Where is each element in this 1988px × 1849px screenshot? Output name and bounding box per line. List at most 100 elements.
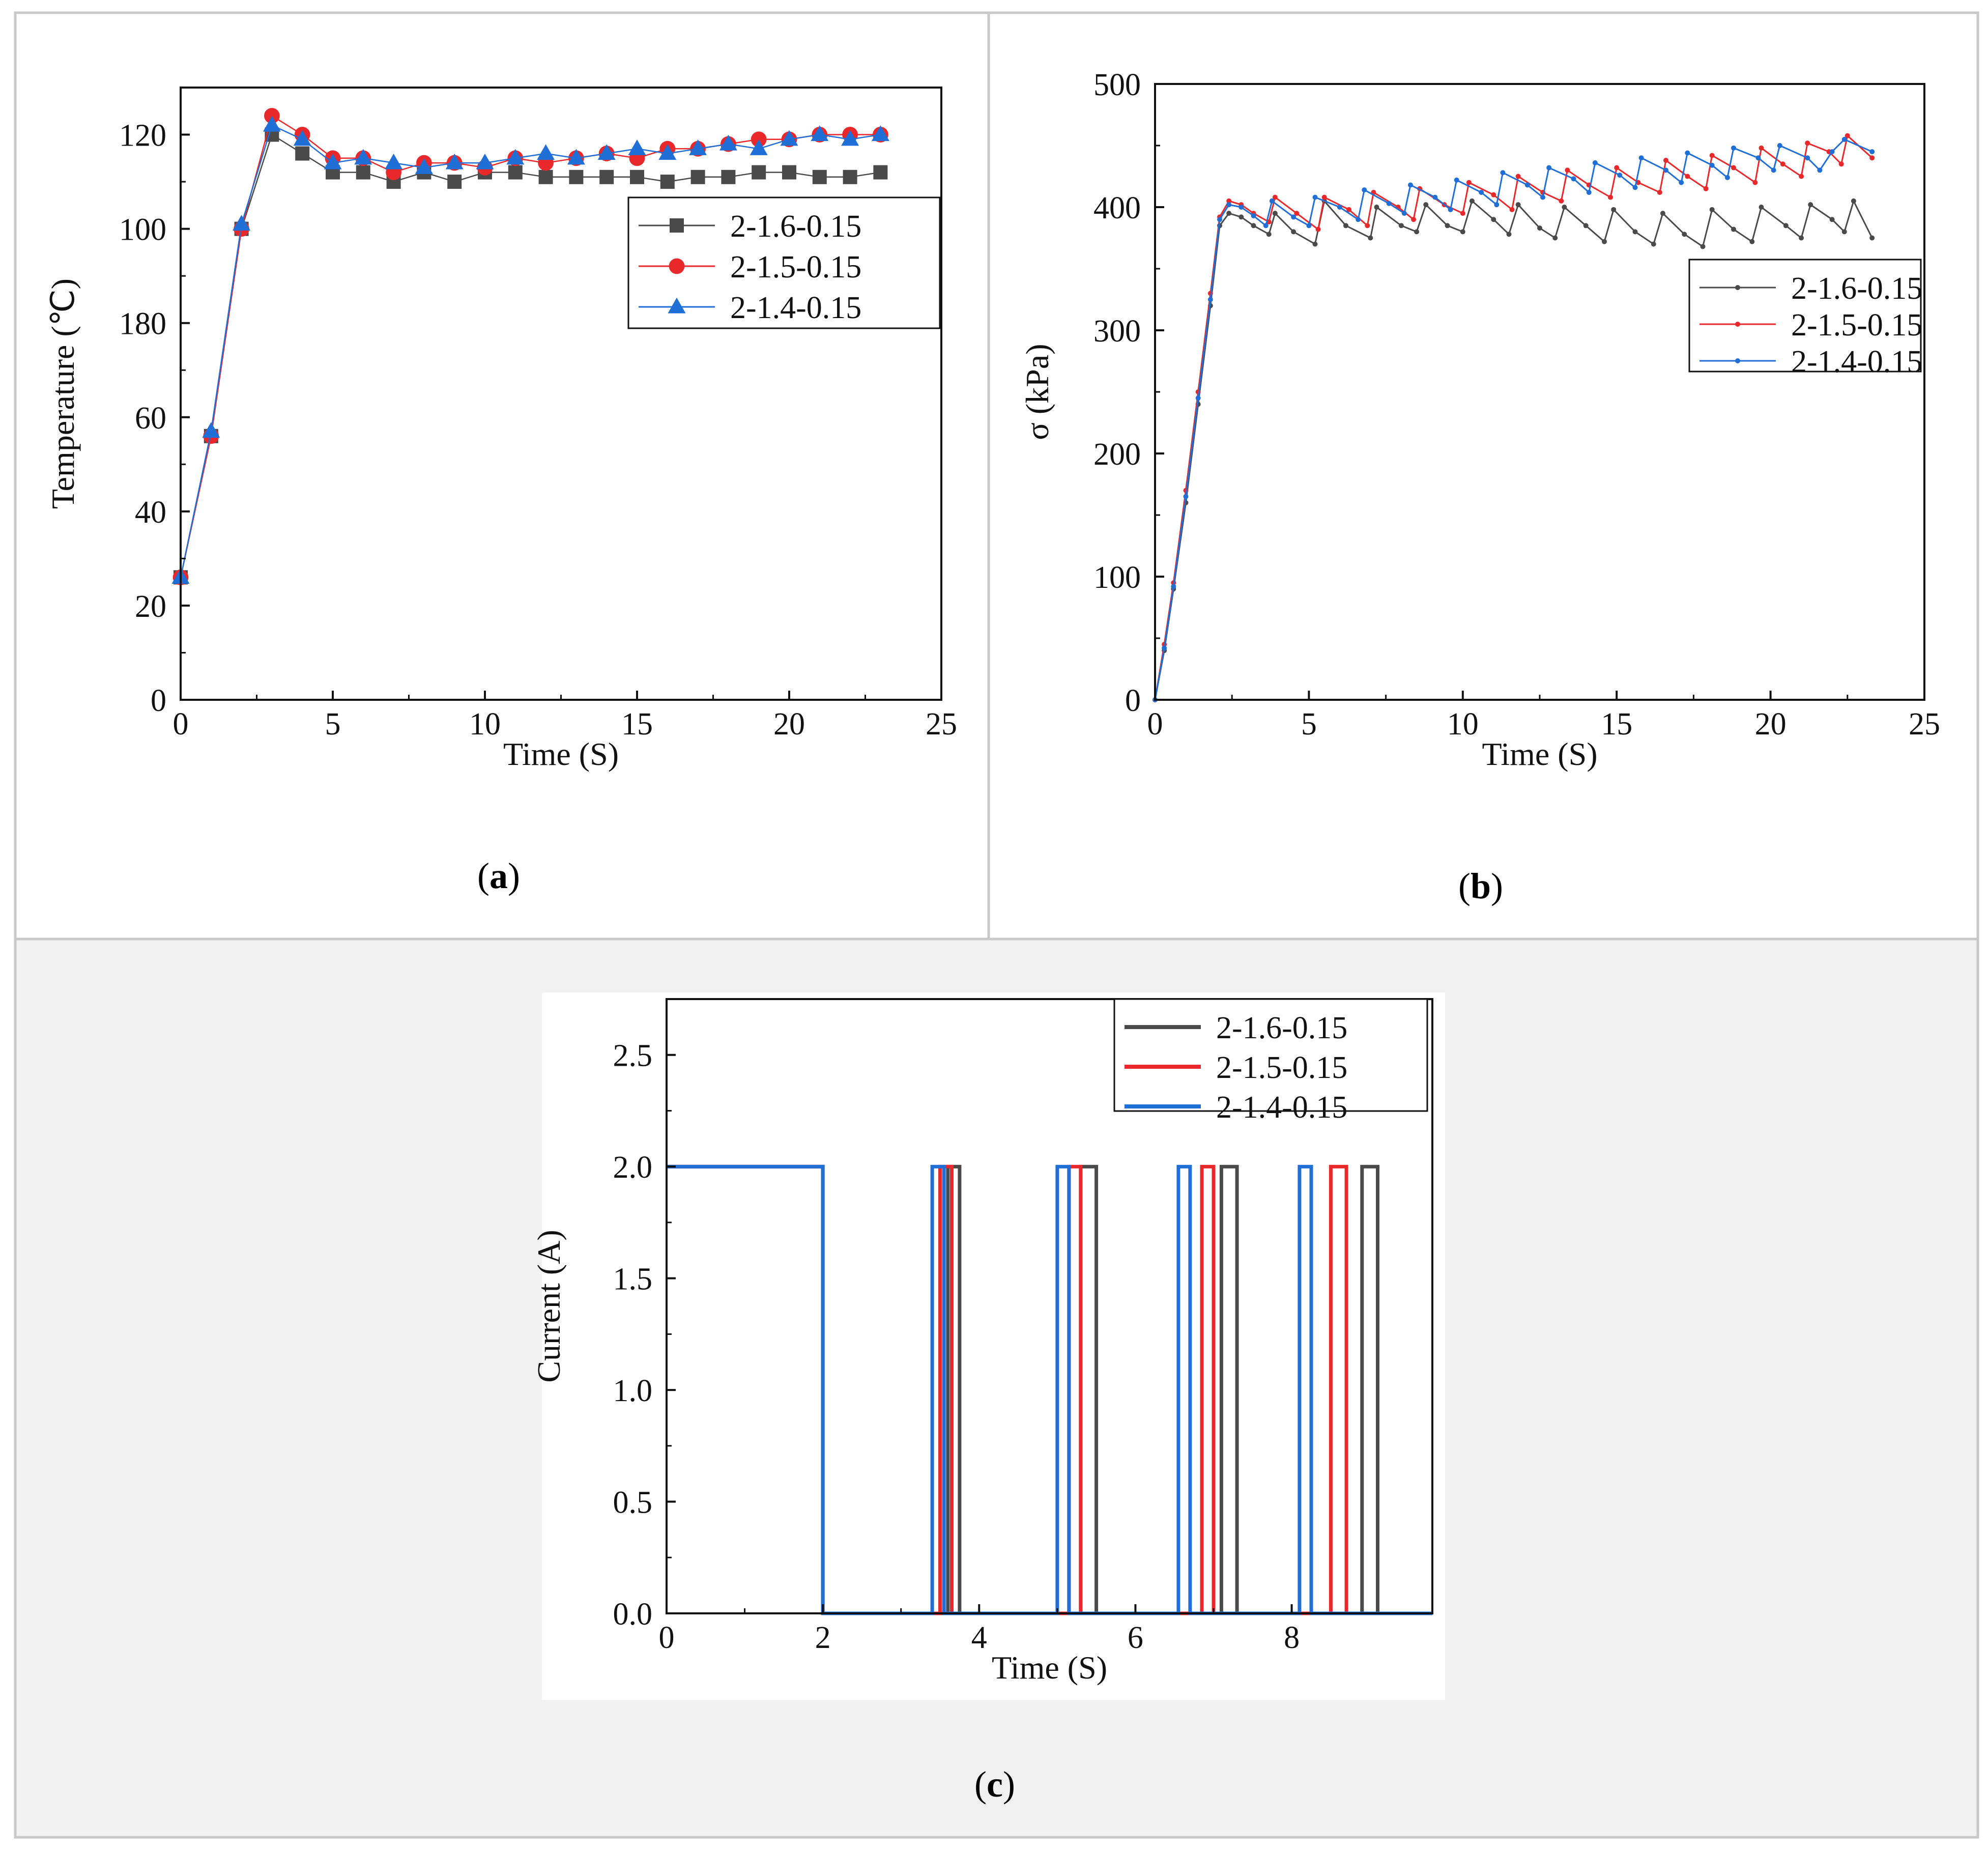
data-point-b-1-39 bbox=[1731, 165, 1737, 170]
data-point-b-0-36 bbox=[1682, 232, 1687, 237]
data-point-b-0-39 bbox=[1731, 226, 1737, 232]
data-point-b-0-40 bbox=[1749, 239, 1755, 244]
data-point-b-2-31 bbox=[1586, 189, 1592, 195]
y-tick-label-c-5: 2.5 bbox=[613, 1039, 653, 1073]
data-point-b-2-34 bbox=[1632, 185, 1638, 190]
series-line-c-0 bbox=[667, 1164, 1432, 1615]
series-line-a-2 bbox=[180, 124, 881, 578]
data-point-b-2-48 bbox=[1841, 136, 1847, 142]
data-point-b-1-28 bbox=[1559, 198, 1564, 204]
data-point-b-1-31 bbox=[1608, 194, 1614, 200]
data-point-b-0-44 bbox=[1808, 202, 1813, 208]
data-point-b-2-26 bbox=[1500, 170, 1506, 176]
data-point-b-1-48 bbox=[1869, 155, 1875, 161]
data-point-b-2-15 bbox=[1337, 205, 1342, 210]
x-tick-label-c-0: 0 bbox=[659, 1620, 675, 1655]
legend-label-b-2: 2-1.4-0.15 bbox=[1791, 345, 1922, 379]
data-point-b-2-14 bbox=[1312, 194, 1318, 200]
data-point-b-1-15 bbox=[1346, 207, 1352, 212]
data-point-b-2-5 bbox=[1207, 297, 1213, 302]
data-point-b-0-22 bbox=[1460, 229, 1465, 235]
legend-label-a-2: 2-1.4-0.15 bbox=[730, 291, 861, 325]
series-line-c-2 bbox=[667, 1164, 1432, 1615]
data-point-b-0-24 bbox=[1491, 217, 1496, 222]
data-point-b-2-8 bbox=[1238, 205, 1244, 210]
data-point-b-2-32 bbox=[1592, 160, 1598, 165]
data-point-b-0-35 bbox=[1660, 211, 1665, 216]
data-point-a-2-17 bbox=[689, 139, 707, 155]
data-point-b-0-47 bbox=[1851, 198, 1856, 204]
data-point-b-2-40 bbox=[1724, 175, 1730, 180]
data-point-b-2-30 bbox=[1571, 176, 1576, 182]
data-point-b-2-42 bbox=[1755, 155, 1761, 161]
data-point-b-1-29 bbox=[1565, 167, 1570, 173]
data-point-a-2-22 bbox=[841, 130, 859, 146]
y-tick-label-b-4: 400 bbox=[1093, 191, 1141, 225]
y-tick-label-b-2: 200 bbox=[1093, 437, 1141, 472]
data-point-b-1-7 bbox=[1226, 198, 1232, 204]
data-point-a-0-22 bbox=[843, 169, 857, 184]
data-point-b-0-9 bbox=[1251, 223, 1256, 229]
y-tick-label-c-0: 0.0 bbox=[613, 1597, 653, 1632]
data-point-b-2-21 bbox=[1432, 194, 1438, 200]
data-point-b-0-23 bbox=[1469, 198, 1475, 204]
data-point-b-0-26 bbox=[1515, 202, 1521, 208]
panel-label-a: (a) bbox=[477, 856, 520, 896]
data-point-b-0-25 bbox=[1506, 232, 1512, 237]
data-point-b-1-42 bbox=[1780, 161, 1785, 167]
data-point-b-1-38 bbox=[1709, 153, 1715, 158]
data-point-b-2-16 bbox=[1356, 217, 1361, 222]
data-point-b-0-38 bbox=[1709, 207, 1715, 212]
data-point-b-1-47 bbox=[1845, 133, 1850, 138]
y-tick-label-c-3: 1.5 bbox=[613, 1262, 653, 1297]
data-point-b-0-10 bbox=[1266, 232, 1272, 237]
data-point-b-2-49 bbox=[1869, 149, 1875, 155]
x-tick-label-c-2: 4 bbox=[971, 1620, 987, 1655]
data-point-b-0-32 bbox=[1611, 207, 1617, 212]
x-tick-label-a-2: 10 bbox=[469, 707, 501, 742]
data-point-a-2-10 bbox=[476, 153, 494, 169]
data-point-b-0-19 bbox=[1414, 229, 1420, 235]
data-point-a-0-12 bbox=[538, 169, 553, 184]
x-tick-label-b-2: 10 bbox=[1447, 707, 1479, 742]
data-point-b-0-18 bbox=[1398, 223, 1404, 229]
data-point-b-2-9 bbox=[1251, 213, 1256, 218]
legend-marker-a-0 bbox=[670, 218, 684, 233]
x-tick-label-c-1: 2 bbox=[815, 1620, 831, 1655]
data-point-b-2-35 bbox=[1638, 155, 1644, 161]
data-point-a-0-13 bbox=[569, 169, 584, 184]
data-point-a-2-13 bbox=[567, 149, 585, 165]
x-tick-label-b-4: 20 bbox=[1755, 707, 1787, 742]
data-point-b-1-25 bbox=[1509, 207, 1515, 212]
data-point-a-0-6 bbox=[356, 165, 370, 180]
data-point-a-2-9 bbox=[445, 153, 464, 169]
data-point-b-2-43 bbox=[1771, 167, 1776, 173]
data-point-b-0-42 bbox=[1783, 223, 1789, 229]
data-point-a-2-18 bbox=[719, 134, 737, 151]
data-point-b-0-43 bbox=[1799, 235, 1804, 241]
data-point-b-2-3 bbox=[1183, 494, 1189, 499]
y-tick-label-a-2: 40 bbox=[135, 495, 166, 530]
chart-c-current: 0 2 4 6 8 0.0 0.5 1.0 1.5 2.0 2.5 Time (S) Current (… bbox=[531, 998, 1433, 1686]
data-point-b-1-12 bbox=[1294, 211, 1300, 216]
data-point-b-0-11 bbox=[1272, 211, 1278, 216]
legend-label-a-1: 2-1.5-0.15 bbox=[730, 250, 861, 285]
data-point-a-1-19 bbox=[751, 131, 767, 148]
data-point-a-2-15 bbox=[628, 139, 646, 155]
data-point-b-1-13 bbox=[1315, 226, 1321, 232]
data-point-b-2-11 bbox=[1269, 198, 1275, 204]
data-point-a-0-17 bbox=[690, 169, 705, 184]
chart-a-temperature: 0 5 10 15 20 25 0 20 40 60 180 100 120 Time (S) Temper… bbox=[45, 87, 957, 772]
legend-box-c bbox=[1113, 998, 1428, 1112]
data-point-b-2-10 bbox=[1263, 223, 1269, 229]
data-point-a-2-2 bbox=[233, 215, 251, 231]
data-point-b-2-37 bbox=[1679, 180, 1684, 185]
data-point-b-0-31 bbox=[1602, 239, 1607, 244]
x-tick-label-b-3: 15 bbox=[1601, 707, 1632, 742]
legend-marker-a-2 bbox=[668, 297, 686, 314]
data-point-a-2-6 bbox=[354, 149, 372, 165]
data-point-b-0-30 bbox=[1583, 223, 1589, 229]
y-tick-label-a-1: 20 bbox=[135, 589, 166, 624]
data-point-a-0-23 bbox=[873, 165, 888, 180]
